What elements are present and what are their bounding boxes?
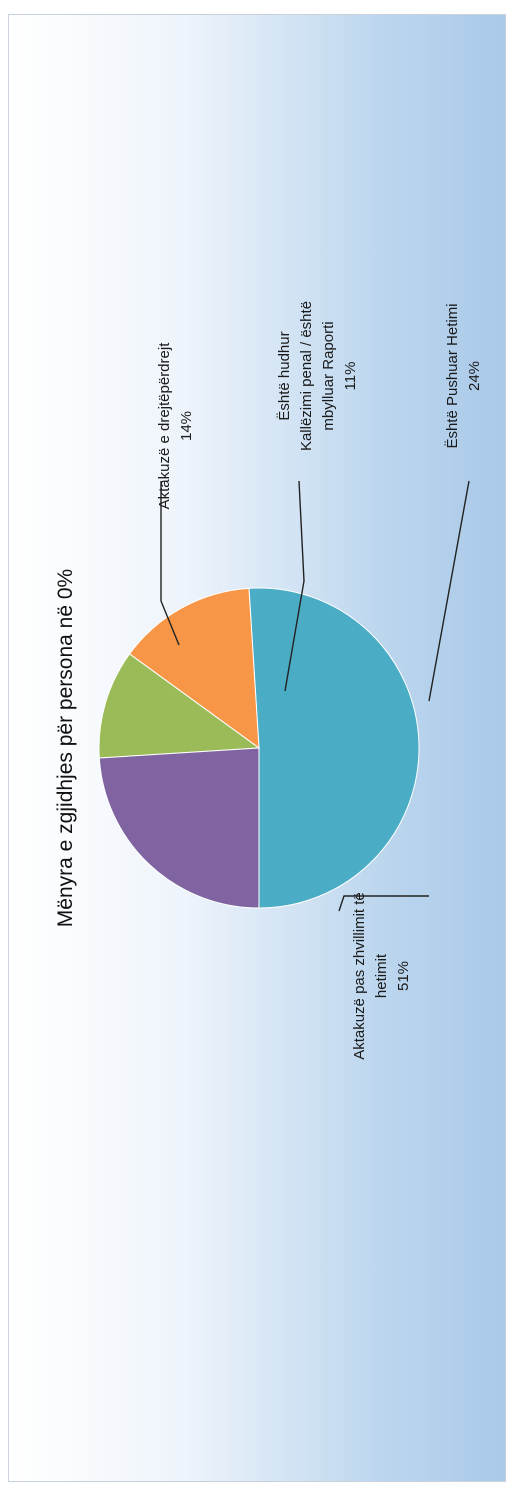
pie-slice bbox=[98, 747, 260, 909]
leader-line bbox=[160, 481, 180, 646]
leader-lines bbox=[160, 480, 470, 912]
chart-frame: Mënyra e zgjidhjes për persona në 0% Akt… bbox=[8, 14, 506, 1482]
pie-slice bbox=[248, 587, 420, 909]
slice-label: Aktakuzë e drejtëpërdrejt 14% bbox=[156, 342, 195, 510]
slice-label: Aktakuzë pas zhvillimit të hetimit 51% bbox=[351, 892, 412, 1060]
leader-line bbox=[428, 480, 470, 702]
pie-slices bbox=[98, 587, 420, 909]
slice-label: Është Pushuar Hetimi 24% bbox=[444, 303, 483, 448]
pie-chart: Mënyra e zgjidhjes për persona në 0% Akt… bbox=[54, 301, 483, 1060]
chart-title: Mënyra e zgjidhjes për persona në 0% bbox=[54, 569, 77, 927]
pie-slice bbox=[128, 587, 260, 750]
pie-slice bbox=[98, 653, 261, 759]
slice-label: Është hudhur Kallëzimi penal / është mbyll… bbox=[276, 301, 359, 451]
leader-line bbox=[338, 895, 429, 912]
slice-labels: Aktakuzë pas zhvillimit të hetimit 51% Akta… bbox=[156, 301, 483, 1060]
leader-line bbox=[284, 480, 305, 692]
